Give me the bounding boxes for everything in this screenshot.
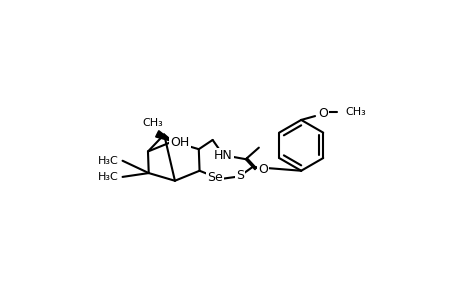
Text: Se: Se bbox=[207, 171, 222, 184]
Text: CH₃: CH₃ bbox=[344, 107, 365, 117]
Text: HN: HN bbox=[213, 149, 232, 162]
Text: O: O bbox=[318, 107, 327, 120]
Text: H₃C: H₃C bbox=[98, 156, 118, 166]
Text: OH: OH bbox=[170, 136, 189, 149]
Text: S: S bbox=[236, 169, 244, 182]
Polygon shape bbox=[155, 131, 172, 142]
Text: CH₃: CH₃ bbox=[142, 118, 162, 128]
Text: H₃C: H₃C bbox=[98, 172, 118, 182]
Text: O: O bbox=[257, 163, 268, 176]
